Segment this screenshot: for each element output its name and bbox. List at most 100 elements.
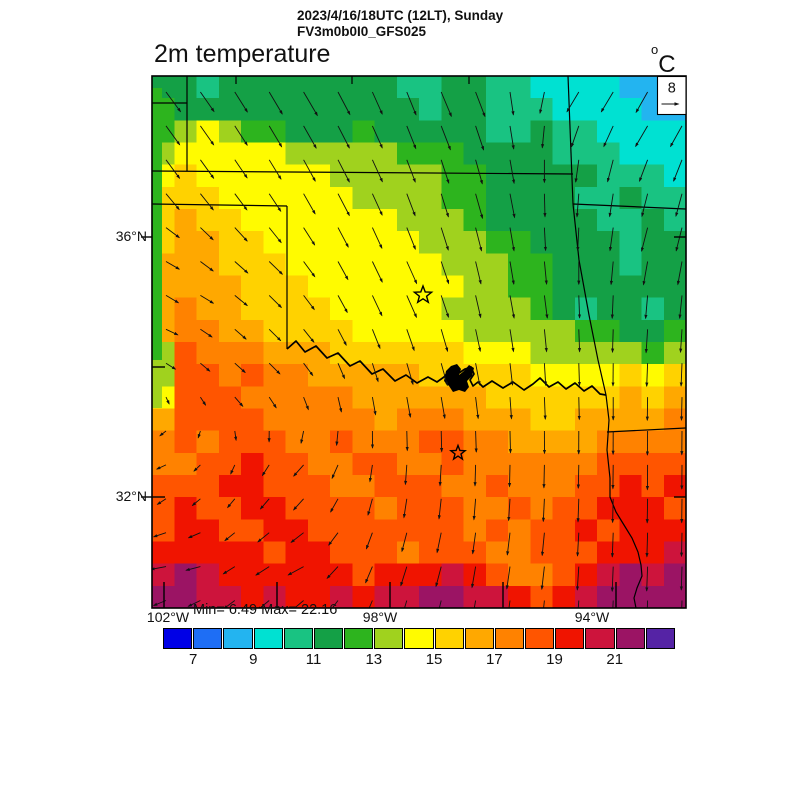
wind-arrow — [257, 532, 270, 543]
wind-arrow — [640, 227, 649, 252]
wind-arrow — [165, 295, 180, 304]
lon-tick-label: 94°W — [574, 609, 610, 625]
header-datetime: 2023/4/16/18UTC (12LT), Sunday — [297, 8, 504, 23]
wind-arrow — [185, 566, 201, 571]
wind-arrow — [676, 261, 683, 286]
wind-arrow — [475, 91, 486, 118]
wind-arrow — [576, 227, 580, 252]
wind-arrow — [543, 261, 548, 285]
state-border-line — [606, 427, 686, 433]
wind-arrow — [542, 464, 546, 489]
wind-arrow — [475, 193, 484, 220]
colorbar-segment — [374, 628, 404, 649]
wind-arrow — [156, 498, 167, 505]
wind-arrow — [230, 464, 236, 475]
wind-arrow — [436, 532, 442, 554]
wind-arrow — [644, 295, 649, 320]
wind-arrow — [337, 159, 350, 183]
state-border-line — [572, 203, 686, 210]
units-degree-symbol: o — [651, 42, 659, 57]
wind-arrow — [200, 396, 207, 406]
wind-arrow — [268, 396, 277, 409]
wind-arrow — [576, 464, 580, 489]
wind-arrow — [405, 430, 409, 452]
wind-arrow — [575, 193, 580, 218]
lat-tick-label: 36°N — [115, 228, 147, 244]
wind-arrow — [193, 464, 201, 472]
wind-arrow — [508, 600, 511, 608]
wind-arrow — [268, 295, 283, 309]
wind-arrow — [543, 329, 548, 353]
map-frame — [151, 75, 687, 609]
wind-arrow — [577, 600, 580, 608]
wind-arrow — [608, 193, 614, 218]
colorbar-segment — [283, 628, 313, 649]
wind-arrow — [303, 329, 315, 343]
wind-arrow — [566, 91, 580, 113]
wind-arrow — [435, 566, 442, 588]
wind-arrow — [475, 363, 481, 386]
wind-arrow — [474, 430, 478, 453]
wind-arrow — [577, 329, 582, 353]
wind-arrow — [472, 498, 477, 521]
colorbar-segment — [253, 628, 283, 649]
wind-arrow — [440, 397, 446, 420]
state-border-line — [572, 203, 607, 396]
wind-arrow — [234, 430, 238, 442]
wind-arrow — [440, 193, 449, 218]
colorbar-segment — [313, 628, 344, 649]
wind-arrow — [401, 532, 408, 553]
wind-arrow — [440, 430, 444, 453]
wind-arrow — [575, 566, 580, 591]
wind-arrow — [539, 91, 545, 114]
wind-arrow — [509, 329, 515, 353]
wind-arrow — [679, 363, 683, 387]
wind-arrow — [268, 159, 282, 180]
wind-arrow — [234, 227, 248, 242]
colorbar-segment — [494, 628, 525, 649]
wind-arrow — [303, 295, 315, 311]
state-border-line — [605, 394, 643, 608]
state-border-line — [567, 76, 574, 205]
wind-arrow — [437, 498, 442, 520]
wind-arrow — [440, 227, 449, 251]
wind-arrow — [337, 91, 351, 116]
wind-arrow — [200, 261, 214, 272]
wind-arrow — [645, 363, 649, 388]
wind-arrow — [337, 363, 346, 380]
wind-arrow — [303, 396, 309, 411]
wind-arrow — [268, 328, 282, 342]
wind-arrow — [367, 498, 373, 516]
variable-title: 2m temperature — [154, 40, 331, 68]
wind-arrow — [234, 328, 247, 340]
wind-arrow — [165, 125, 181, 146]
wind-arrow — [406, 91, 417, 116]
wind-arrow — [268, 91, 283, 115]
wind-arrow — [371, 159, 383, 183]
wind-arrow — [670, 125, 683, 148]
wind-arrow — [440, 159, 450, 184]
wind-arrow — [234, 159, 248, 179]
wind-arrow — [365, 532, 373, 550]
wind-arrow — [574, 159, 580, 183]
colorbar-tick-label: 11 — [305, 651, 322, 668]
wind-arrow — [608, 227, 614, 252]
wind-arrow — [268, 125, 283, 148]
wind-arrow — [234, 91, 248, 113]
wind-arrow — [406, 397, 412, 418]
wind-arrow — [293, 464, 304, 477]
wind-arrow — [371, 329, 381, 350]
wind-arrow — [330, 498, 339, 513]
wind-arrow — [200, 91, 215, 113]
wind-arrow — [261, 464, 270, 477]
wind-arrow — [679, 329, 683, 354]
wind-arrow — [577, 397, 581, 421]
colorbar-tick-label: 13 — [365, 651, 383, 668]
star-marker — [412, 283, 434, 304]
reference-vector-value: 8 — [668, 81, 676, 97]
wind-arrow — [191, 498, 201, 507]
wind-arrow — [406, 261, 418, 285]
wind-arrow — [475, 329, 482, 353]
wind-arrow — [680, 532, 684, 558]
units-label: oC — [651, 42, 676, 79]
